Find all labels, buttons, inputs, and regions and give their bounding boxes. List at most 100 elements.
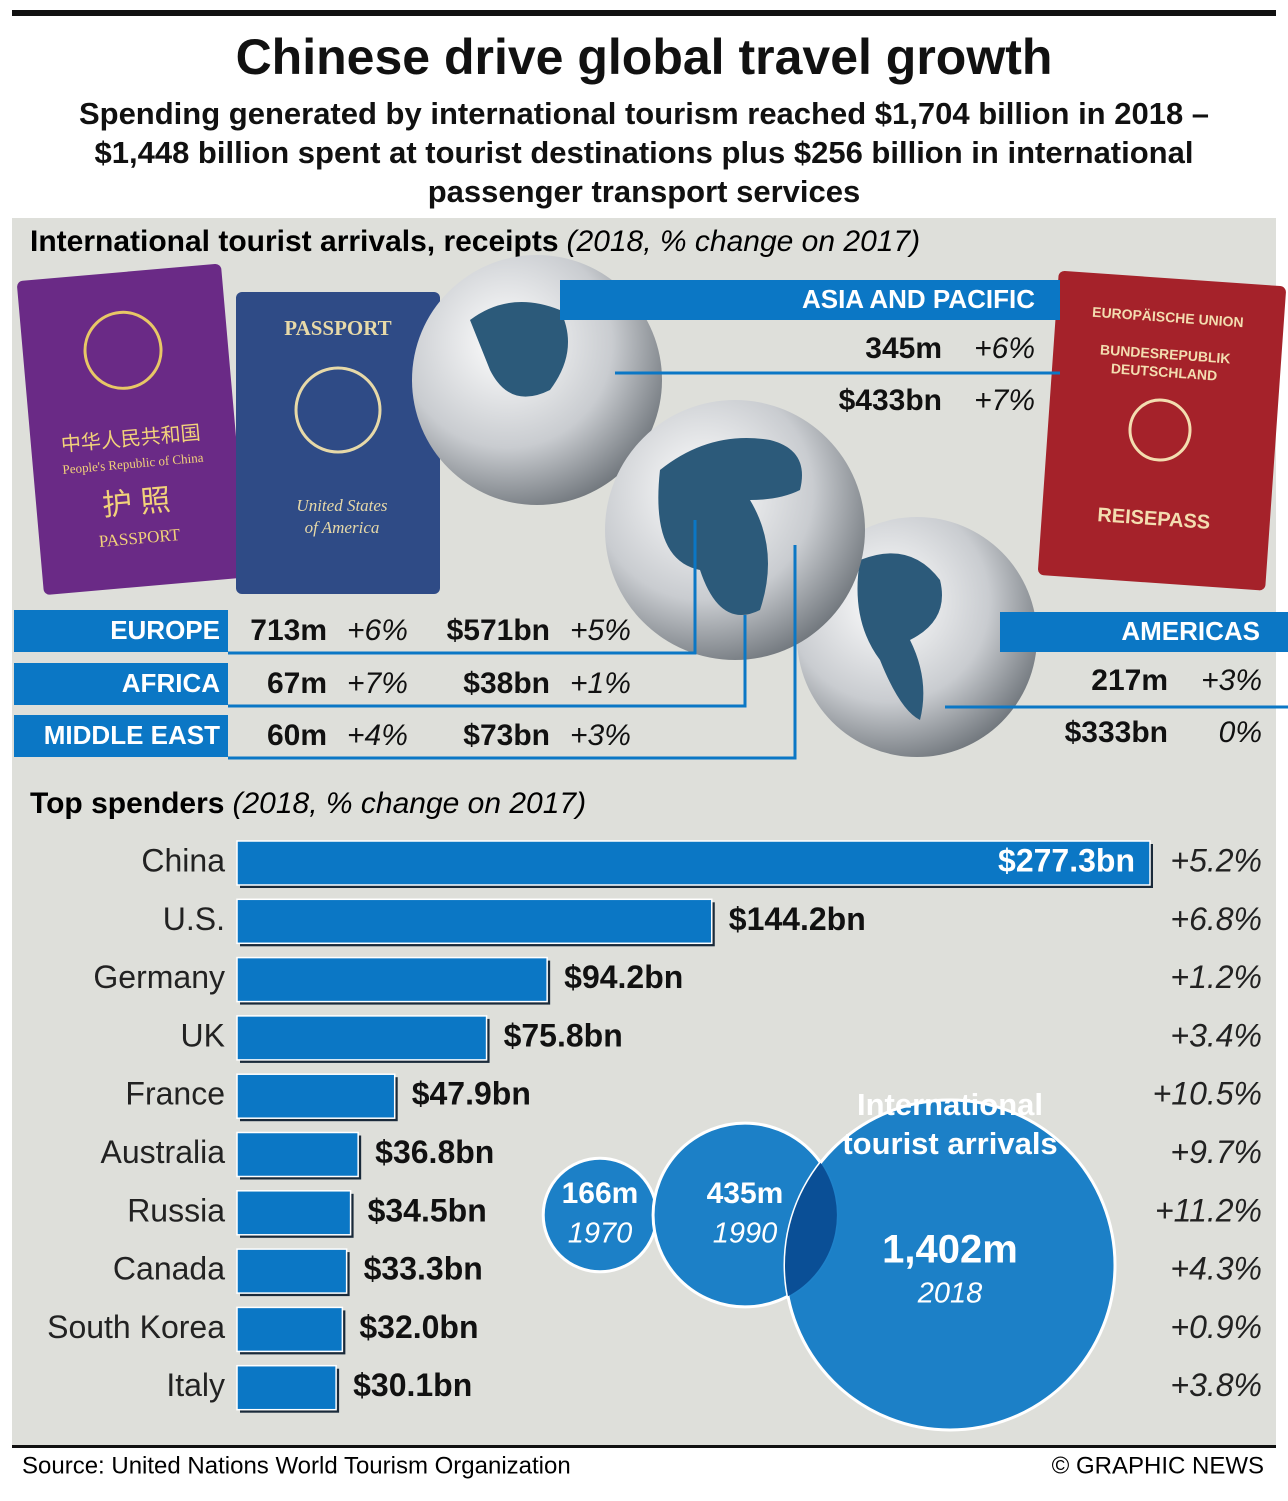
receipts: $433bn: [839, 384, 942, 417]
bar: [236, 1190, 352, 1236]
globe-land: [658, 438, 802, 615]
value-label: $36.8bn: [375, 1134, 494, 1170]
bar: [236, 1364, 337, 1411]
passport-text: PASSPORT: [284, 316, 391, 340]
bottom-rule: [12, 1445, 1276, 1448]
arrivals: 217m: [1091, 664, 1168, 697]
section-subtitle: (2018, % change on 2017): [567, 225, 921, 258]
region-name: AMERICAS: [1121, 616, 1260, 646]
arrivals: 713m: [250, 614, 327, 647]
bubble-title: International tourist arrivals: [842, 1087, 1058, 1161]
subtitle: Spending generated by international tour…: [78, 96, 1210, 209]
category-label: UK: [181, 1017, 225, 1053]
change-label: +9.7%: [1170, 1134, 1262, 1170]
top-rule: [12, 10, 1276, 16]
change-label: +3.4%: [1170, 1017, 1262, 1053]
change-label: +10.5%: [1153, 1076, 1262, 1112]
receipts-change: +3%: [570, 719, 631, 752]
category-label: U.S.: [163, 901, 225, 937]
bubble-year: 1990: [713, 1218, 778, 1250]
category-label: Canada: [113, 1251, 225, 1287]
arrivals-change: +6%: [347, 614, 408, 647]
chart-title-main: Top spenders: [30, 787, 224, 820]
receipts: $571bn: [447, 614, 550, 647]
arrivals-change: +6%: [974, 332, 1035, 365]
connectors: [228, 371, 1288, 760]
globe-land: [470, 302, 568, 397]
value-label: $33.3bn: [364, 1251, 483, 1287]
category-label: Australia: [101, 1134, 226, 1170]
chart-title: Top spenders (2018, % change on 2017): [30, 787, 586, 820]
section-title-main: International tourist arrivals, receipts: [30, 225, 559, 258]
china-passport: 中华人民共和国 People's Republic of China 护 照 P…: [17, 263, 248, 595]
category-label: Russia: [127, 1192, 225, 1228]
receipts: $73bn: [463, 719, 550, 752]
value-label: $47.9bn: [412, 1076, 531, 1112]
change-label: +5.2%: [1170, 842, 1262, 878]
receipts: $38bn: [463, 667, 550, 700]
region-name: ASIA AND PACIFIC: [802, 284, 1035, 314]
globe-land: [857, 553, 942, 720]
bar: [236, 956, 548, 1003]
value-label: $30.1bn: [353, 1367, 472, 1403]
bar: [236, 840, 1151, 886]
arrivals: 345m: [865, 332, 942, 365]
value-label: $144.2bn: [729, 901, 866, 937]
value-label: $75.8bn: [504, 1017, 623, 1053]
credit: © GRAPHIC NEWS: [1052, 1452, 1264, 1479]
category-label: South Korea: [47, 1309, 225, 1345]
section-title: International tourist arrivals, receipts…: [30, 225, 920, 258]
category-label: Germany: [93, 959, 225, 995]
region-box: [14, 715, 228, 757]
value-label: $32.0bn: [359, 1309, 478, 1345]
region-name: MIDDLE EAST: [44, 720, 220, 750]
bar: [236, 1131, 359, 1178]
bubble-value-label: 1,402m: [882, 1228, 1018, 1272]
category-label: China: [141, 842, 225, 878]
us-passport: PASSPORT United States of America: [236, 292, 440, 594]
arrivals-change: +3%: [1201, 664, 1262, 697]
bubble-year: 1970: [568, 1218, 633, 1250]
change-label: +1.2%: [1170, 959, 1262, 995]
globe: [797, 517, 1037, 757]
chart-subtitle: (2018, % change on 2017): [232, 787, 586, 820]
region-box: [560, 280, 1060, 320]
change-label: +3.8%: [1170, 1367, 1262, 1403]
receipts-change: +5%: [570, 614, 631, 647]
arrivals-change: +4%: [347, 719, 408, 752]
source: Source: United Nations World Tourism Org…: [22, 1452, 571, 1479]
arrivals-change: +7%: [347, 667, 408, 700]
region-name: EUROPE: [110, 615, 220, 645]
passport-text: United States: [296, 496, 388, 515]
arrivals: 60m: [267, 719, 327, 752]
bar: [236, 1306, 344, 1353]
bubbles: [541, 1098, 1117, 1432]
bar: [236, 1073, 396, 1119]
bubble-value-label: 166m: [562, 1177, 639, 1210]
change-label: +4.3%: [1170, 1251, 1262, 1287]
change-label: +6.8%: [1170, 901, 1262, 937]
receipts-change: +7%: [974, 384, 1035, 417]
receipts-change: +1%: [570, 667, 631, 700]
bar: [236, 1015, 488, 1061]
region-box: [14, 610, 228, 652]
receipts: $333bn: [1065, 716, 1168, 749]
category-label: Italy: [166, 1367, 225, 1403]
bar: [236, 1248, 348, 1294]
change-label: +11.2%: [1155, 1192, 1262, 1228]
region-name: AFRICA: [122, 668, 220, 698]
value-label: $277.3bn: [998, 842, 1135, 878]
region-box: [1000, 612, 1288, 652]
value-label: $34.5bn: [368, 1192, 487, 1228]
bubble-title-box: International tourist arrivals: [842, 1087, 1058, 1161]
passport-text: 护 照: [101, 484, 172, 523]
german-passport: EUROPÄISCHE UNION BUNDESREPUBLIK DEUTSCH…: [1038, 270, 1286, 591]
passport-text: DEUTSCHLAND: [1110, 360, 1217, 383]
region-box: [14, 663, 228, 705]
receipts-change: 0%: [1219, 716, 1262, 749]
bubble: [541, 1156, 659, 1274]
bubble-year: 2018: [917, 1278, 983, 1310]
arrivals: 67m: [267, 667, 327, 700]
